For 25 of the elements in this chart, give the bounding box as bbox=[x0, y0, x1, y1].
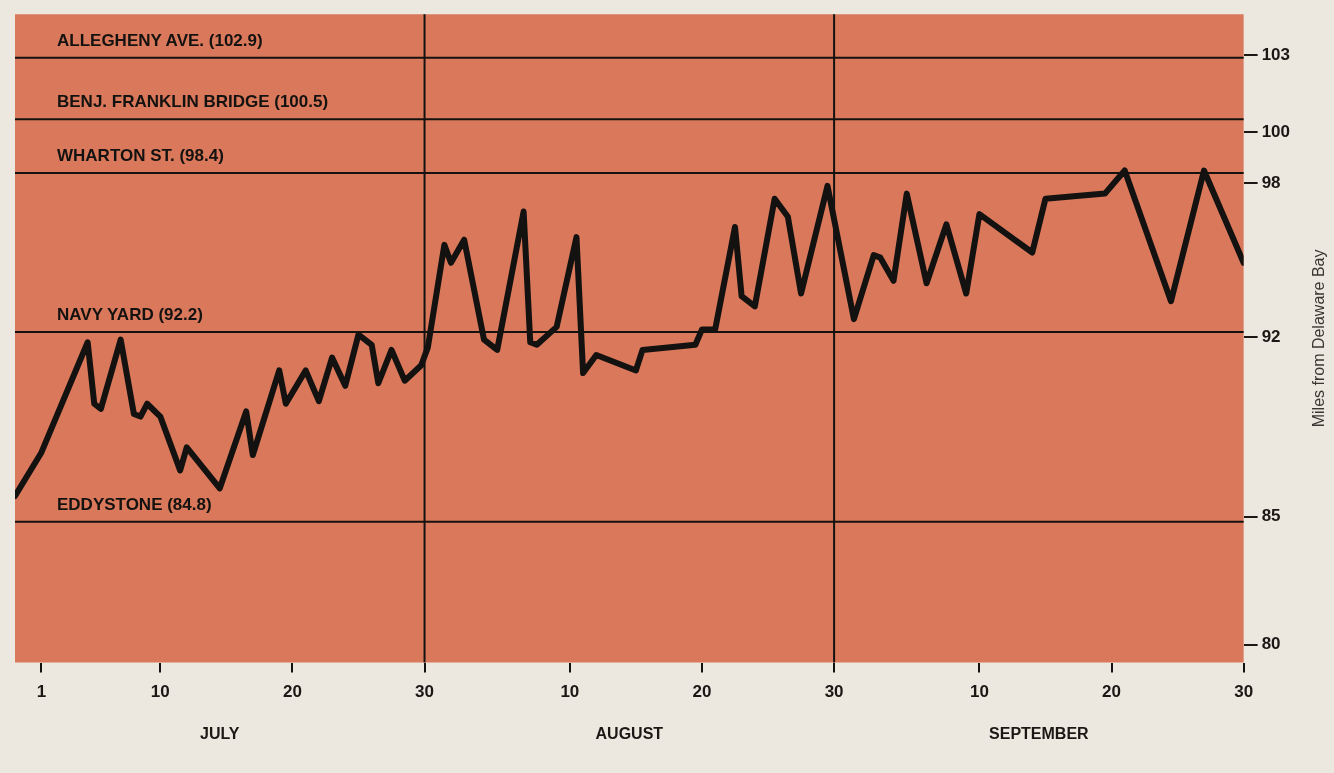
y-axis-title: Miles from Delaware Bay bbox=[1310, 249, 1328, 428]
text: AUGUST bbox=[595, 725, 664, 743]
ref-line-label: WHARTON ST. (98.4) bbox=[57, 146, 224, 166]
x-tick-label: 10 bbox=[150, 682, 170, 702]
y-tick-label: 100 bbox=[1261, 121, 1291, 141]
x-tick-label: 30 bbox=[415, 682, 435, 702]
y-tick-label: 103 bbox=[1261, 44, 1291, 64]
x-tick-label: 30 bbox=[824, 682, 844, 702]
x-tick-label: 30 bbox=[1234, 682, 1254, 702]
ref-line-label: BENJ. FRANKLIN BRIDGE (100.5) bbox=[57, 92, 329, 112]
y-tick-label: 85 bbox=[1261, 506, 1281, 526]
x-tick-label: 20 bbox=[1102, 682, 1121, 702]
ref-line-label: EDDYSTONE (84.8) bbox=[57, 494, 212, 514]
x-tick-label: 1 bbox=[36, 682, 47, 702]
x-tick-label: 10 bbox=[560, 682, 580, 702]
y-tick-label: 92 bbox=[1261, 326, 1281, 346]
y-tick-label: 80 bbox=[1261, 634, 1281, 654]
x-tick-label: 20 bbox=[692, 682, 712, 702]
ref-line-label: ALLEGHENY AVE. (102.9) bbox=[57, 30, 263, 50]
text: JULY bbox=[200, 725, 240, 743]
ref-line-label: NAVY YARD (92.2) bbox=[57, 305, 203, 325]
y-tick-label: 98 bbox=[1261, 173, 1281, 193]
x-tick-label: 10 bbox=[969, 682, 989, 702]
text: SEPTEMBER bbox=[989, 725, 1090, 743]
x-tick-label: 20 bbox=[282, 682, 302, 702]
